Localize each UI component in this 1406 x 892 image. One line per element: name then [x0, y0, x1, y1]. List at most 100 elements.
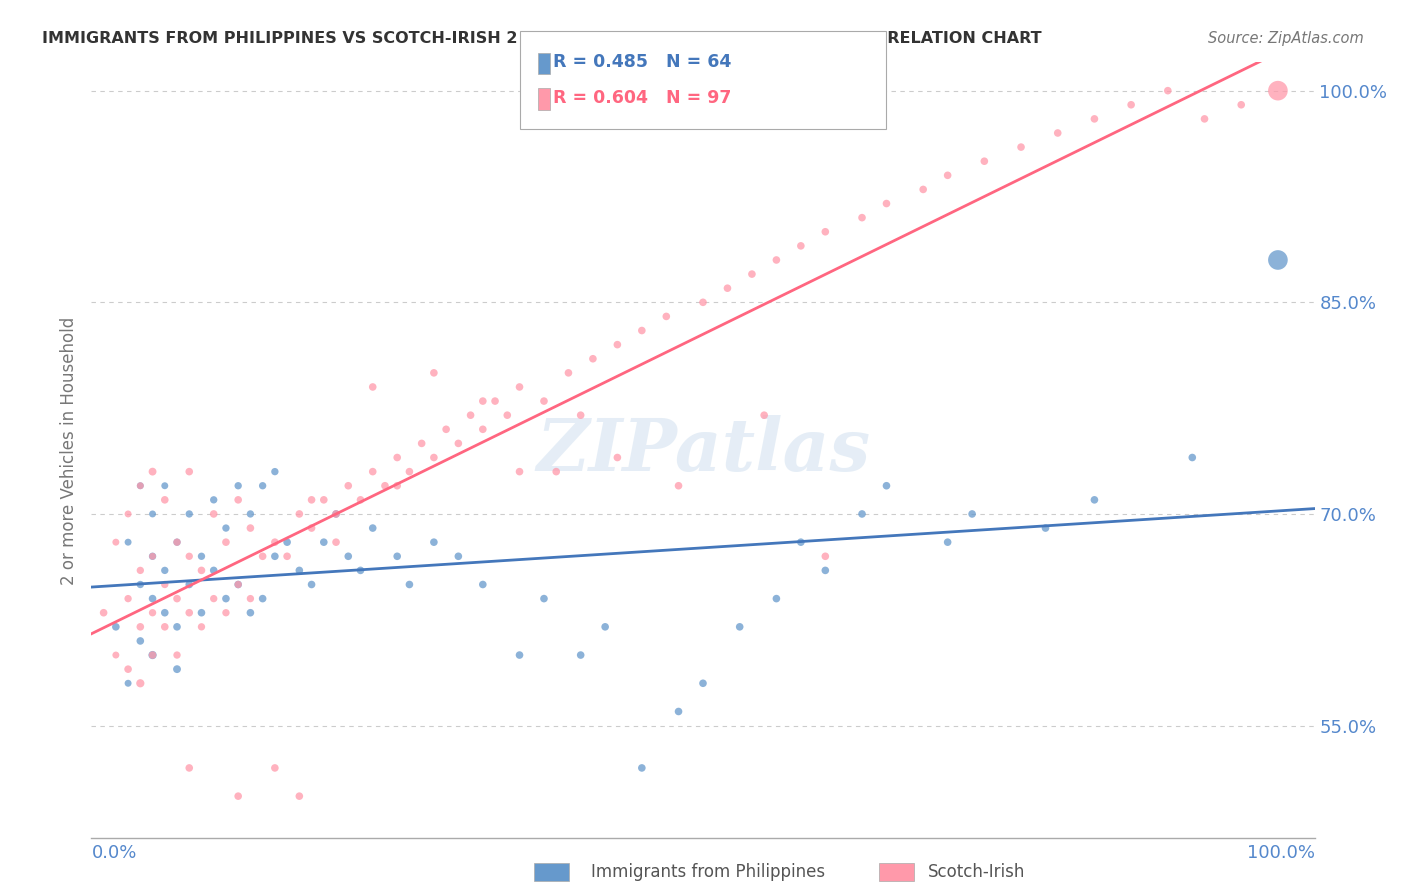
Point: [509, 648, 531, 662]
Point: [1194, 112, 1216, 126]
Point: [875, 479, 898, 493]
Point: [349, 563, 371, 577]
Point: [569, 648, 592, 662]
Point: [668, 705, 690, 719]
Point: [226, 577, 249, 591]
Point: [226, 492, 249, 507]
Point: [104, 535, 127, 549]
Point: [117, 591, 139, 606]
Point: [239, 507, 262, 521]
Point: [129, 479, 152, 493]
Point: [288, 789, 311, 804]
Point: [754, 408, 776, 422]
Point: [202, 492, 225, 507]
Point: [226, 479, 249, 493]
Point: [960, 507, 983, 521]
Point: [153, 492, 176, 507]
Point: [239, 521, 262, 535]
Point: [252, 591, 274, 606]
Point: [557, 366, 579, 380]
Point: [141, 648, 163, 662]
Text: R = 0.485   N = 64: R = 0.485 N = 64: [553, 54, 731, 71]
Point: [460, 408, 482, 422]
Point: [129, 620, 152, 634]
Point: [301, 521, 323, 535]
Point: [1157, 84, 1180, 98]
Point: [141, 465, 163, 479]
Text: ZIPatlas: ZIPatlas: [536, 415, 870, 486]
Point: [631, 761, 654, 775]
Point: [385, 450, 409, 465]
Point: [631, 324, 654, 338]
Point: [1121, 97, 1143, 112]
Point: [288, 563, 311, 577]
Point: [447, 549, 470, 564]
Point: [361, 465, 384, 479]
Point: [385, 479, 409, 493]
Point: [117, 676, 139, 690]
Point: [129, 563, 152, 577]
Point: [471, 394, 494, 409]
Point: [179, 507, 201, 521]
Point: [606, 337, 628, 351]
Point: [325, 507, 347, 521]
Point: [179, 549, 201, 564]
Point: [117, 535, 139, 549]
Point: [325, 507, 347, 521]
Text: 100.0%: 100.0%: [1247, 844, 1315, 862]
Point: [104, 620, 127, 634]
Point: [655, 310, 678, 324]
Point: [1010, 140, 1032, 154]
Point: [117, 507, 139, 521]
Point: [790, 535, 813, 549]
Point: [226, 577, 249, 591]
Point: [129, 479, 152, 493]
Point: [153, 479, 176, 493]
Point: [153, 563, 176, 577]
Point: [1083, 492, 1105, 507]
Point: [129, 634, 152, 648]
Point: [179, 577, 201, 591]
Point: [1083, 112, 1105, 126]
Point: [166, 648, 188, 662]
Point: [423, 535, 446, 549]
Point: [264, 549, 287, 564]
Point: [668, 479, 690, 493]
Point: [447, 436, 470, 450]
Point: [104, 648, 127, 662]
Point: [593, 620, 616, 634]
Point: [239, 591, 262, 606]
Point: [276, 535, 298, 549]
Text: Immigrants from Philippines: Immigrants from Philippines: [591, 863, 825, 881]
Text: Source: ZipAtlas.com: Source: ZipAtlas.com: [1208, 31, 1364, 46]
Point: [814, 225, 837, 239]
Point: [398, 577, 420, 591]
Point: [190, 620, 212, 634]
Point: [434, 422, 457, 436]
Point: [179, 606, 201, 620]
Point: [936, 169, 959, 183]
Point: [912, 182, 935, 196]
Point: [179, 465, 201, 479]
Text: Scotch-Irish: Scotch-Irish: [928, 863, 1025, 881]
Point: [411, 436, 433, 450]
Point: [741, 267, 763, 281]
Point: [374, 479, 396, 493]
Point: [582, 351, 605, 366]
Point: [692, 295, 714, 310]
Point: [166, 620, 188, 634]
Point: [716, 281, 738, 295]
Text: IMMIGRANTS FROM PHILIPPINES VS SCOTCH-IRISH 2 OR MORE VEHICLES IN HOUSEHOLD CORR: IMMIGRANTS FROM PHILIPPINES VS SCOTCH-IR…: [42, 31, 1042, 46]
Point: [264, 535, 287, 549]
Y-axis label: 2 or more Vehicles in Household: 2 or more Vehicles in Household: [59, 317, 77, 584]
Point: [814, 549, 837, 564]
Point: [141, 549, 163, 564]
Point: [385, 549, 409, 564]
Point: [973, 154, 995, 169]
Point: [423, 366, 446, 380]
Point: [851, 211, 873, 225]
Point: [288, 507, 311, 521]
Point: [166, 535, 188, 549]
Point: [1035, 521, 1057, 535]
Point: [215, 521, 238, 535]
